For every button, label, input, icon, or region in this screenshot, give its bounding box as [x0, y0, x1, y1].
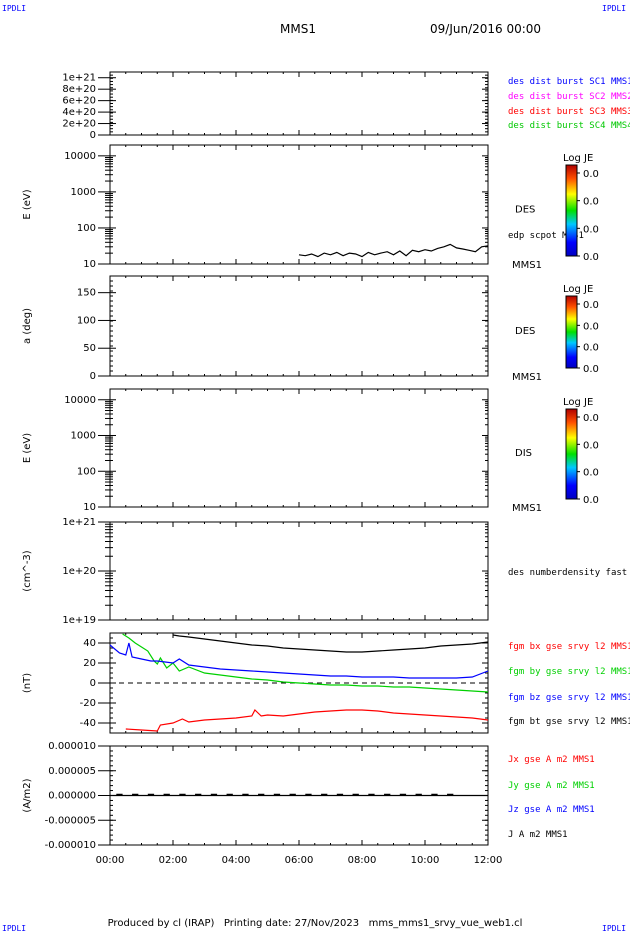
- des-energy-colorbar-tick-label: 0.0: [583, 224, 599, 235]
- des-pitch-spacecraft-label: MMS1: [512, 372, 542, 383]
- des-dist-burst-ytick-label: 0: [90, 130, 96, 141]
- current-series-label: J A m2 MMS1: [508, 830, 568, 840]
- des-pitch-colorbar: [565, 295, 578, 369]
- des-dist-burst-ytick-label: 4e+20: [62, 107, 96, 118]
- des-energy-colorbar: [565, 164, 578, 257]
- dis-energy-ytick-label: 1000: [71, 431, 96, 442]
- time-tick-label: 10:00: [411, 855, 440, 866]
- current-series-label: Jx gse A m2 MMS1: [508, 755, 595, 765]
- dis-energy-colorbar-tick-label: 0.0: [583, 440, 599, 451]
- des-energy-ytick-label: 10000: [64, 151, 96, 162]
- current-ytick-label: 0.000000: [48, 791, 96, 802]
- des-pitch-instrument-label: DES: [515, 326, 535, 337]
- des-pitch-colorbar-tick-label: 0.0: [583, 364, 599, 375]
- des-energy-series-line: [298, 243, 489, 258]
- fgm-ytick-label: 20: [83, 658, 96, 669]
- fgm-series-label: fgm bz gse srvy l2 MMS1: [508, 693, 630, 703]
- density-ylabel: (cm^-3): [22, 550, 33, 591]
- dis-energy-colorbar-tick-label: 0.0: [583, 468, 599, 479]
- current-series-label: Jy gse A m2 MMS1: [508, 781, 595, 791]
- dis-energy-ytick-label: 10: [83, 502, 96, 513]
- density-frame: [109, 521, 489, 621]
- density-ytick-label: 1e+20: [62, 566, 96, 577]
- dis-energy-colorbar-tick-label: 0.0: [583, 413, 599, 424]
- des-energy-ytick-label: 1000: [71, 187, 96, 198]
- logo-top-right: IPDLI: [602, 4, 627, 13]
- dis-energy-ytick-label: 100: [77, 466, 96, 477]
- des-pitch-ytick-label: 100: [77, 315, 96, 326]
- des-pitch-colorbar-title: Log JE: [563, 284, 593, 295]
- des-pitch-colorbar-tick-label: 0.0: [583, 321, 599, 332]
- des-energy-frame: [109, 144, 489, 265]
- des-dist-burst-series-label: des dist burst SC3 MMS3: [508, 107, 630, 117]
- density-ytick-label: 1e+21: [62, 517, 96, 528]
- dis-energy-colorbar: [565, 408, 578, 500]
- time-tick-label: 02:00: [159, 855, 188, 866]
- fgm-series-label: fgm bt gse srvy l2 MMS1: [508, 717, 630, 727]
- des-pitch-ylabel: a (deg): [22, 308, 33, 344]
- des-dist-burst-series-label: des dist burst SC2 MMS2: [508, 92, 630, 102]
- time-tick-label: 12:00: [474, 855, 503, 866]
- current-ytick-label: 0.000005: [48, 766, 96, 777]
- current-ytick-label: -0.000005: [45, 815, 96, 826]
- des-dist-burst-series-label: des dist burst SC1 MMS1: [508, 77, 630, 87]
- fgm-ytick-label: 40: [83, 638, 96, 649]
- des-dist-burst-frame: [109, 71, 489, 136]
- fgm-ytick-label: -40: [80, 718, 96, 729]
- des-energy-instrument-label: DES: [515, 205, 535, 216]
- fgm-series-label: fgm by gse srvy l2 MMS1: [508, 667, 630, 677]
- dis-energy-colorbar-tick-label: 0.0: [583, 495, 599, 506]
- dis-energy-ytick-label: 10000: [64, 395, 96, 406]
- fgm-series-line: [172, 634, 489, 653]
- current-ytick-label: -0.000010: [45, 840, 96, 851]
- time-tick-label: 08:00: [348, 855, 377, 866]
- des-energy-ytick-label: 100: [77, 223, 96, 234]
- dis-energy-colorbar-title: Log JE: [563, 397, 593, 408]
- des-dist-burst-ytick-label: 6e+20: [62, 96, 96, 107]
- des-dist-burst-series-label: des dist burst SC4 MMS4: [508, 121, 630, 131]
- time-tick-label: 04:00: [222, 855, 251, 866]
- fgm-ytick-label: -20: [80, 698, 96, 709]
- fgm-series-line: [125, 709, 489, 732]
- current-ytick-label: 0.000010: [48, 741, 96, 752]
- fgm-series-label: fgm bx gse srvy l2 MMS1: [508, 642, 630, 652]
- date-time-title: 09/Jun/2016 00:00: [430, 22, 542, 36]
- des-pitch-colorbar-tick-label: 0.0: [583, 343, 599, 354]
- des-energy-ytick-label: 10: [83, 259, 96, 270]
- des-pitch-colorbar-tick-label: 0.0: [583, 300, 599, 311]
- logo-bottom-left: IPDLI: [2, 924, 27, 933]
- des-energy-colorbar-tick-label: 0.0: [583, 252, 599, 263]
- fgm-ytick-label: 0: [90, 678, 96, 689]
- density-series-label: des numberdensity fast M: [508, 568, 630, 578]
- des-pitch-ytick-label: 50: [83, 343, 96, 354]
- dis-energy-frame: [109, 388, 489, 508]
- dis-energy-instrument-label: DIS: [515, 448, 532, 459]
- current-series-label: Jz gse A m2 MMS1: [508, 805, 595, 815]
- time-tick-label: 00:00: [96, 855, 125, 866]
- dis-energy-spacecraft-label: MMS1: [512, 503, 542, 514]
- des-energy-spacecraft-label: MMS1: [512, 260, 542, 271]
- footer-text: Produced by cl (IRAP) Printing date: 27/…: [107, 918, 523, 929]
- fgm-series-line: [109, 642, 489, 679]
- logo-top-left: IPDLI: [2, 4, 27, 13]
- des-energy-colorbar-title: Log JE: [563, 153, 593, 164]
- des-energy-series-label: edp scpot MMS1: [508, 231, 584, 241]
- fgm-ylabel: (nT): [22, 673, 33, 693]
- des-pitch-ytick-label: 150: [77, 288, 96, 299]
- dis-energy-ylabel: E (eV): [22, 433, 33, 463]
- logo-bottom-right: IPDLI: [602, 924, 627, 933]
- time-tick-label: 06:00: [285, 855, 314, 866]
- des-dist-burst-ytick-label: 8e+20: [62, 84, 96, 95]
- current-ylabel: (A/m2): [22, 778, 33, 812]
- des-dist-burst-ytick-label: 1e+21: [62, 73, 96, 84]
- des-dist-burst-ytick-label: 2e+20: [62, 119, 96, 130]
- des-pitch-ytick-label: 0: [90, 371, 96, 382]
- des-energy-ylabel: E (eV): [22, 189, 33, 219]
- density-ytick-label: 1e+19: [62, 615, 96, 626]
- des-energy-colorbar-tick-label: 0.0: [583, 197, 599, 208]
- des-pitch-frame: [109, 275, 489, 377]
- des-energy-colorbar-tick-label: 0.0: [583, 169, 599, 180]
- spacecraft-title: MMS1: [280, 22, 316, 36]
